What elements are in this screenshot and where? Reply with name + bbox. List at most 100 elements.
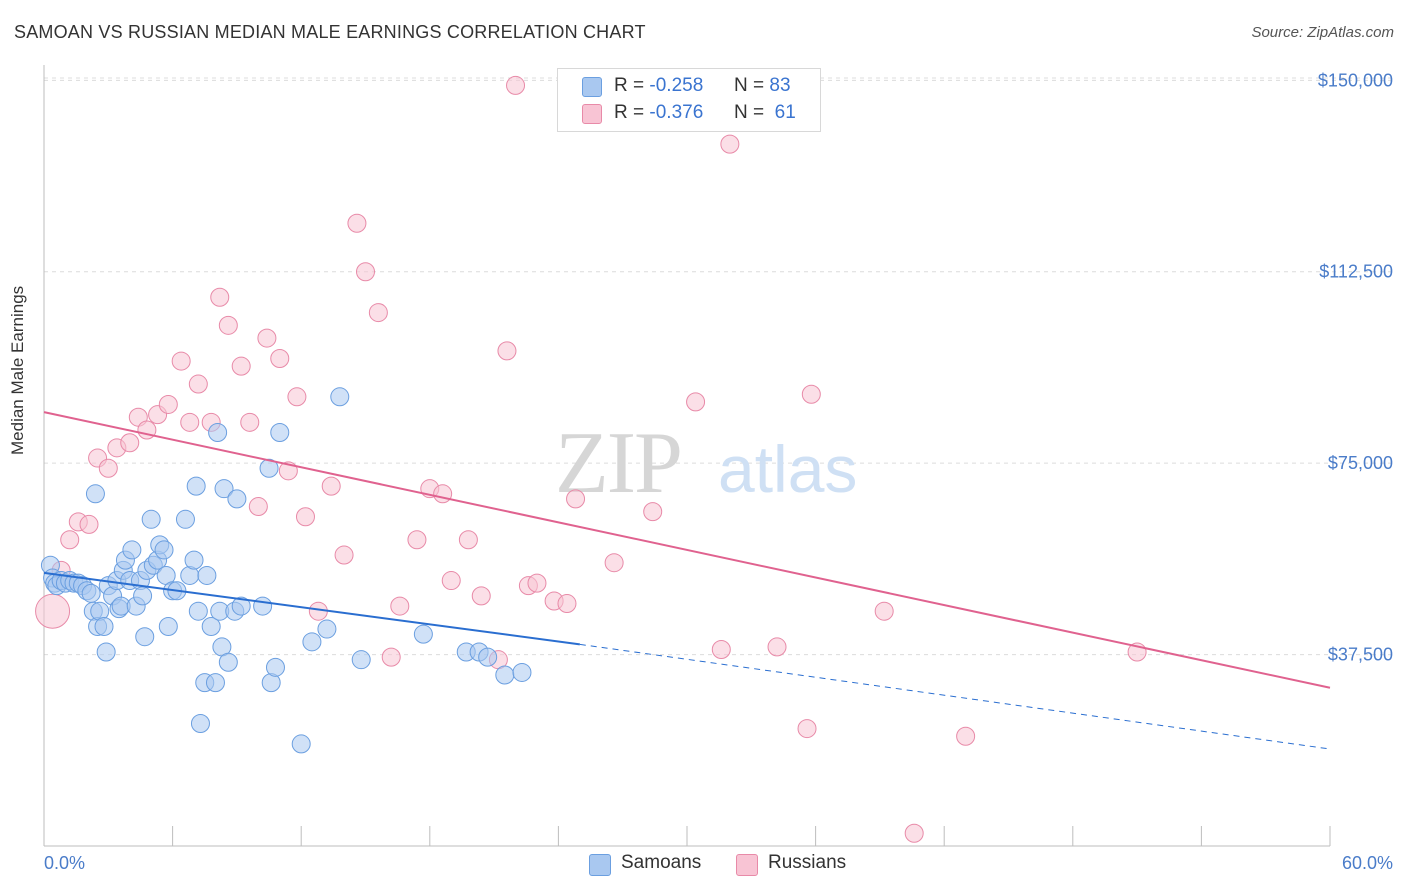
- data-point: [334, 545, 354, 565]
- data-point: [557, 594, 577, 614]
- data-point: [94, 617, 114, 637]
- data-point: [407, 530, 427, 550]
- data-point: [291, 734, 311, 754]
- y-tick-labels: $37,500 $75,000 $112,500 $150,000: [1318, 70, 1393, 664]
- data-point: [270, 349, 290, 369]
- data-point: [390, 596, 410, 616]
- y-tick-label: $112,500: [1319, 262, 1393, 282]
- data-point: [904, 823, 924, 843]
- data-point: [240, 412, 260, 432]
- data-point: [321, 476, 341, 496]
- series-russians: [35, 75, 1147, 843]
- data-point: [295, 507, 315, 527]
- data-point: [471, 586, 491, 606]
- legend-n: N = 61: [734, 102, 796, 123]
- data-point: [186, 476, 206, 496]
- data-point: [287, 387, 307, 407]
- data-point: [175, 509, 195, 529]
- data-point: [497, 341, 517, 361]
- data-point: [98, 458, 118, 478]
- data-point: [495, 665, 515, 685]
- data-point: [141, 509, 161, 529]
- data-point: [60, 530, 80, 550]
- data-point: [210, 287, 230, 307]
- data-point: [265, 657, 285, 677]
- data-point: [158, 617, 178, 637]
- data-point: [259, 458, 279, 478]
- data-point: [188, 374, 208, 394]
- trend-lines: [43, 411, 1331, 750]
- legend-swatch-russians: [582, 104, 602, 124]
- data-point: [330, 387, 350, 407]
- data-point: [120, 433, 140, 453]
- data-point: [604, 553, 624, 573]
- data-point: [253, 596, 273, 616]
- legend-swatch-samoans: [582, 77, 602, 97]
- data-point: [347, 213, 367, 233]
- data-point: [257, 328, 277, 348]
- data-point: [135, 627, 155, 647]
- data-point: [218, 652, 238, 672]
- data-point: [413, 624, 433, 644]
- data-point: [317, 619, 337, 639]
- watermark: ZIP atlas: [555, 415, 857, 512]
- data-point: [478, 647, 498, 667]
- legend-r-value: -0.376: [649, 102, 704, 123]
- data-point: [356, 262, 375, 282]
- legend-n-value: 61: [774, 102, 796, 123]
- data-point: [711, 639, 731, 659]
- data-point: [231, 596, 251, 616]
- legend-r: R = -0.258: [614, 75, 704, 96]
- trend-line-samoans-extension: [579, 643, 1331, 750]
- data-point: [201, 617, 221, 637]
- axes: [43, 65, 1331, 847]
- data-point: [270, 423, 290, 443]
- data-point: [368, 303, 388, 323]
- data-point: [956, 726, 976, 746]
- data-point: [227, 489, 247, 509]
- data-point: [218, 315, 238, 335]
- data-point: [441, 571, 461, 591]
- chart-title: SAMOAN VS RUSSIAN MEDIAN MALE EARNINGS C…: [14, 22, 646, 42]
- trend-line-russians: [43, 411, 1331, 689]
- legend-n-value: 83: [769, 75, 791, 96]
- data-point: [231, 356, 251, 376]
- data-point: [566, 489, 586, 509]
- data-point: [643, 502, 663, 522]
- chart-source: Source: ZipAtlas.com: [1251, 24, 1394, 41]
- data-point: [527, 573, 547, 593]
- data-point: [96, 642, 116, 662]
- data-point: [381, 647, 401, 667]
- x-tick-labels: 0.0% 60.0%: [44, 853, 1393, 873]
- data-point: [458, 530, 478, 550]
- data-point: [133, 586, 153, 606]
- data-point: [214, 479, 234, 499]
- data-point: [171, 351, 191, 371]
- data-point: [184, 550, 204, 570]
- legend-n: N = 83: [734, 75, 791, 96]
- data-point: [512, 662, 532, 682]
- data-point: [158, 394, 178, 414]
- data-point: [154, 540, 174, 560]
- data-point: [188, 601, 208, 621]
- data-point: [122, 540, 142, 560]
- bottom-legend-swatch-russians: [736, 854, 758, 876]
- data-point: [767, 637, 787, 657]
- data-point: [208, 423, 228, 443]
- data-point: [248, 497, 268, 517]
- data-point: [205, 673, 225, 693]
- data-point: [81, 583, 101, 603]
- bottom-legend-label: Russians: [768, 852, 847, 873]
- data-point: [797, 719, 817, 739]
- data-point: [85, 484, 105, 504]
- data-point: [180, 412, 200, 432]
- trend-line-samoans: [43, 571, 580, 646]
- data-point: [35, 593, 71, 629]
- data-point: [302, 632, 322, 652]
- data-point: [197, 565, 217, 585]
- data-point: [720, 134, 740, 154]
- legend: R = -0.258 N = 83 R = -0.376 N = 61: [557, 68, 821, 132]
- x-tick-label: 0.0%: [44, 853, 85, 873]
- data-point: [190, 713, 210, 733]
